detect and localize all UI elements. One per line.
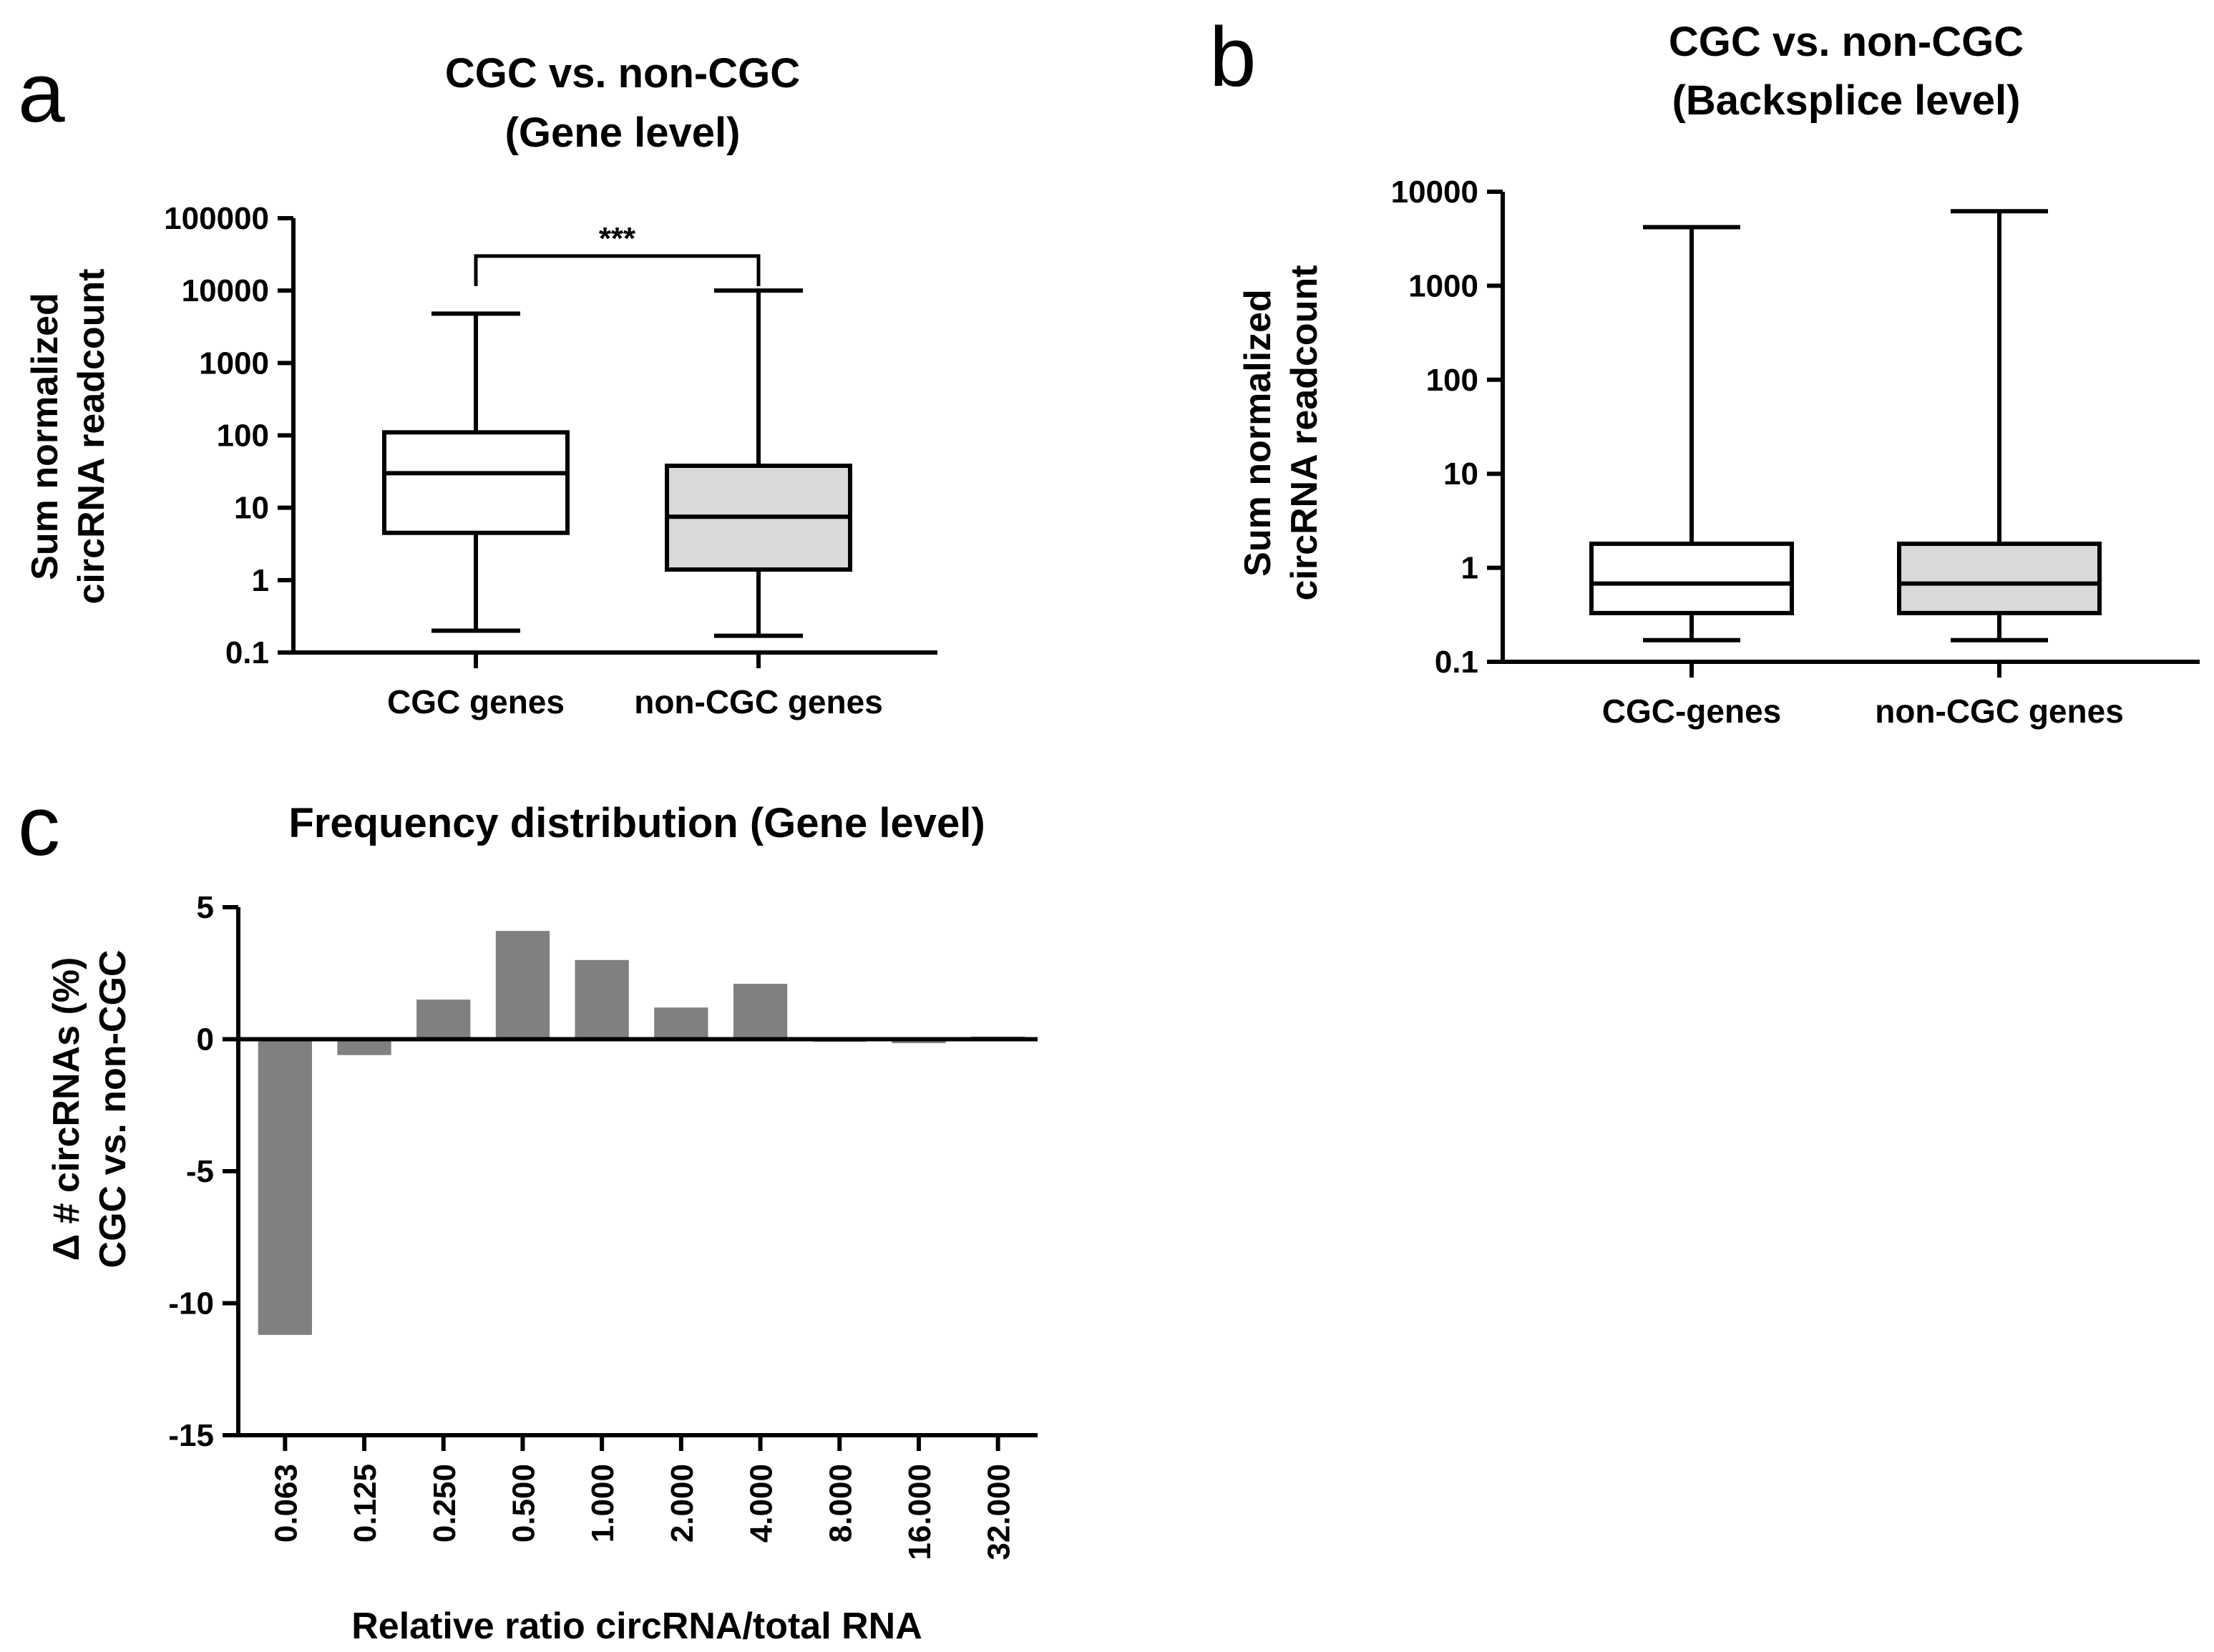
y-tick-label: 10000	[1391, 175, 1478, 210]
iqr-box	[1897, 542, 2102, 615]
x-tick-label: 32.000	[982, 1464, 1017, 1560]
x-category-label: non-CGC genes	[1875, 693, 2124, 730]
panel-a-boxes: ***	[382, 221, 852, 638]
y-tick-label: 10	[234, 491, 269, 526]
y-tick-label: 10000	[182, 273, 269, 308]
y-tick-label: 100000	[164, 201, 269, 236]
significance-bracket	[474, 254, 761, 286]
y-tick-label: 5	[197, 890, 214, 925]
panel-b-title-line-1: CGC vs. non-CGC	[1669, 19, 2024, 65]
x-tick-label: 1.000	[585, 1464, 620, 1543]
bar	[495, 931, 550, 1040]
bar	[733, 984, 788, 1040]
panel-c-bars	[258, 931, 1025, 1335]
x-tick-label: 0.125	[348, 1464, 383, 1543]
x-tick-label: 0.250	[427, 1464, 462, 1543]
y-tick-label: 0.1	[1435, 645, 1478, 680]
y-tick-label: 100	[1426, 363, 1478, 398]
bar	[337, 1039, 391, 1055]
panel-a-title-line-2: (Gene level)	[505, 109, 741, 156]
panel-a-axes: 0.1 1 10 100 1000 10000 100000 CGC genes non-CGC…	[164, 201, 937, 720]
x-tick-label: 0.063	[268, 1464, 303, 1543]
panel-c-bar-chart: c Frequency distribution (Gene level) Δ …	[18, 779, 1038, 1647]
y-tick-label: 100	[217, 419, 269, 454]
y-tick-label: 1000	[199, 346, 269, 381]
panel-c-ylabel-line-1: Δ # circRNAs (%)	[46, 957, 87, 1261]
y-tick-label: 1	[1461, 551, 1478, 586]
bar	[258, 1039, 312, 1335]
iqr-box	[1589, 542, 1794, 615]
significance-label: ***	[599, 221, 636, 256]
x-category-label: CGC genes	[387, 683, 565, 720]
bar	[416, 999, 471, 1040]
x-tick-label: 4.000	[744, 1464, 779, 1543]
y-tick-label: -5	[186, 1154, 214, 1189]
y-tick-label: 0	[197, 1022, 214, 1057]
panel-c-xlabel: Relative ratio circRNA/total RNA	[351, 1605, 922, 1647]
panel-b-ylabel-line-2: circRNA readcount	[1284, 265, 1325, 600]
panel-b-letter: b	[1209, 10, 1257, 104]
panel-c-title: Frequency distribution (Gene level)	[288, 800, 985, 846]
panel-b-axes: 0.1 1 10 100 1000 10000 CGC-genes non-CGC genes	[1391, 175, 2200, 730]
panel-a-title-line-1: CGC vs. non-CGC	[445, 50, 800, 97]
panel-b-title-line-2: (Backsplice level)	[1672, 77, 2021, 124]
iqr-box	[382, 430, 570, 535]
panel-b-boxplot: b CGC vs. non-CGC (Backsplice level) Sum…	[1209, 10, 2200, 730]
x-tick-label: 16.000	[902, 1464, 937, 1560]
x-tick-label: 0.500	[506, 1464, 541, 1543]
panel-a-boxplot: a CGC vs. non-CGC (Gene level) Sum norma…	[18, 46, 937, 720]
x-category-label: CGC-genes	[1602, 693, 1781, 730]
bar	[654, 1007, 708, 1040]
y-tick-label: 0.1	[225, 635, 269, 670]
y-tick-label: 10	[1443, 456, 1478, 492]
x-tick-label: 2.000	[665, 1464, 700, 1543]
x-category-label: non-CGC genes	[634, 683, 883, 720]
panel-c-ylabel-line-2: CGC vs. non-CGC	[92, 950, 134, 1269]
y-tick-label: -10	[168, 1286, 214, 1321]
x-tick-label: 8.000	[823, 1464, 858, 1543]
panel-b-ylabel-line-1: Sum normalized	[1237, 289, 1279, 577]
panel-b-boxes	[1589, 209, 2102, 642]
bar	[575, 959, 629, 1040]
panel-a-letter: a	[18, 46, 65, 140]
y-tick-label: -15	[168, 1418, 214, 1453]
y-tick-label: 1	[252, 563, 269, 598]
panel-c-letter: c	[18, 779, 60, 874]
panel-a-ylabel-line-2: circRNA readcount	[71, 268, 112, 604]
y-tick-label: 1000	[1408, 268, 1478, 303]
panel-c-axes: 0.063 0.125 0.250 0.500 1.000 2.000 4.000 8.000…	[168, 890, 1038, 1560]
panel-a-ylabel-line-1: Sum normalized	[24, 293, 66, 580]
